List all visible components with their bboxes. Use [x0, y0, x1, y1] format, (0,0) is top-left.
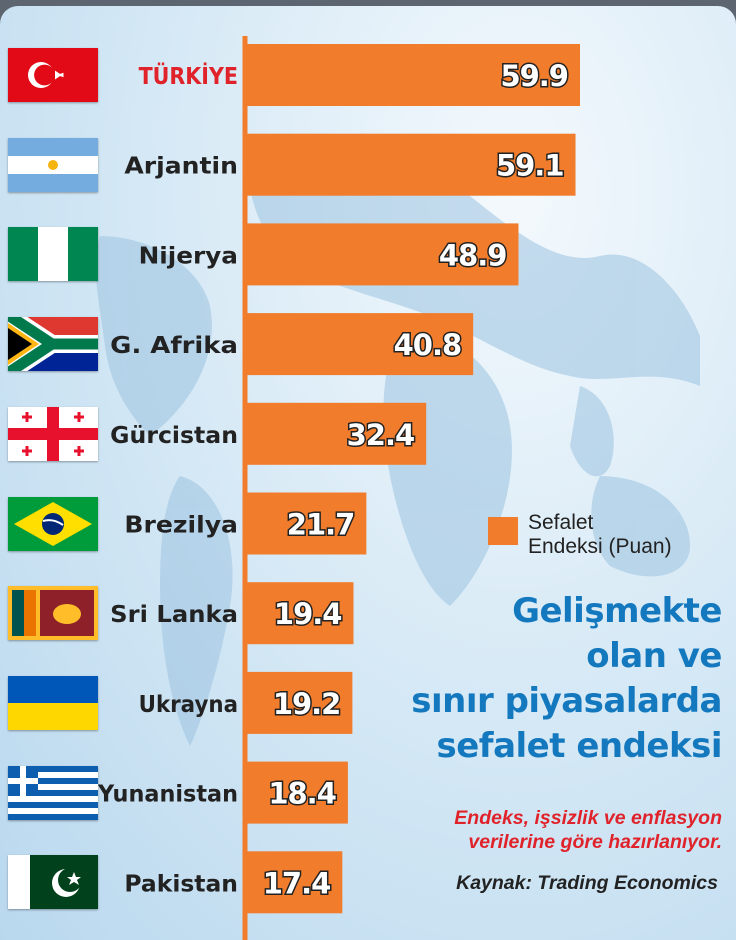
bar-2	[245, 133, 576, 196]
pakistan-flag-icon	[8, 855, 98, 910]
bar-value-label: 40.8	[394, 328, 462, 362]
subtitle-line-1: Endeks, işsizlik ve enflasyon	[454, 807, 722, 829]
turkey-flag-icon	[8, 48, 98, 102]
chart-subtitle: Endeks, işsizlik ve enflasyon verilerine…	[454, 806, 722, 854]
bar-value-label: 32.4	[347, 418, 415, 452]
bar-value-label: 21.7	[287, 508, 355, 542]
south-africa-flag-icon	[8, 317, 98, 372]
bar-3	[245, 223, 519, 286]
title-line-4: sefalet endeksi	[436, 726, 722, 766]
category-label: Yunanistan	[97, 782, 238, 808]
bar-6	[245, 492, 367, 555]
sri-lanka-flag-icon	[8, 586, 98, 641]
category-label: Sri Lanka	[110, 602, 238, 628]
bar-value-label: 59.1	[496, 149, 564, 183]
category-label: Nijerya	[139, 243, 238, 269]
category-label: Ukrayna	[139, 692, 238, 718]
chart-title: Gelişmekte olan ve sınır piyasalarda sef…	[411, 589, 722, 769]
subtitle-line-2: verilerine göre hazırlanıyor.	[468, 831, 722, 853]
bar-1	[245, 44, 580, 106]
source-note: Kaynak: Trading Economics	[456, 872, 718, 894]
bar-value-label: 19.2	[273, 687, 341, 721]
nigeria-flag-icon	[8, 227, 98, 282]
georgia-flag-icon	[8, 406, 98, 461]
bar-8	[245, 671, 353, 734]
category-label: TÜRKİYE	[139, 62, 238, 90]
category-label: Gürcistan	[110, 423, 238, 449]
title-line-3: sınır piyasalarda	[411, 681, 722, 721]
category-label: Brezilya	[124, 513, 238, 539]
category-label: Pakistan	[124, 871, 238, 897]
bar-value-label: 48.9	[439, 238, 507, 272]
title-line-2: olan ve	[586, 636, 722, 676]
bar-4	[245, 313, 474, 376]
bar-5	[245, 402, 427, 465]
brazil-flag-icon	[8, 496, 98, 551]
bar-value-label: 18.4	[268, 777, 336, 811]
bar-9	[245, 761, 348, 824]
greece-flag-icon	[8, 765, 98, 820]
category-label: Arjantin	[124, 154, 238, 180]
bar-value-label: 59.9	[500, 59, 568, 93]
argentina-flag-icon	[8, 137, 98, 192]
ukraine-flag-icon	[8, 675, 98, 730]
legend-label: Sefalet Endeksi (Puan)	[528, 511, 728, 559]
bar-value-label: 19.4	[274, 597, 342, 631]
bar-7	[245, 582, 354, 645]
legend-swatch	[488, 517, 518, 545]
bar-chart: 59.9 TÜRKİYE 59.1 Arjantin 48.9 Nijerya 40.8 G.…	[97, 36, 580, 940]
category-label: G. Afrika	[110, 333, 238, 359]
legend-line-1: Sefalet	[528, 511, 594, 534]
infographic-card: 59.9 TÜRKİYE 59.1 Arjantin 48.9 Nijerya 40.8 G.…	[0, 6, 736, 940]
title-line-1: Gelişmekte	[512, 591, 722, 631]
bar-10	[245, 851, 343, 914]
bar-value-label: 17.4	[263, 866, 331, 900]
legend-line-2: Endeksi (Puan)	[528, 535, 672, 558]
